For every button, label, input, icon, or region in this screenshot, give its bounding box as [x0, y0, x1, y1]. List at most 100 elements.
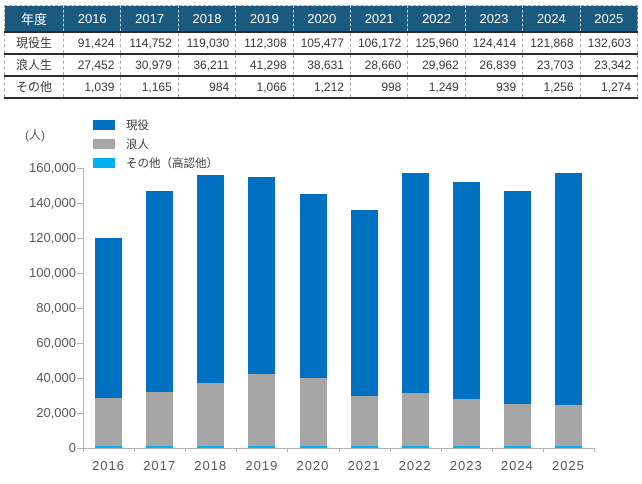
x-axis-tick [389, 448, 391, 452]
table-cell: 1,039 [63, 75, 122, 98]
bar-segment [350, 446, 378, 448]
table-cell: 23,342 [580, 53, 638, 76]
table-row-label: 現役生 [4, 31, 64, 54]
table-cell: 114,752 [120, 31, 179, 54]
table-cell: 124,414 [465, 31, 524, 54]
y-axis-tick [77, 308, 83, 309]
bar-segment [503, 191, 531, 405]
x-axis-label: 2019 [245, 458, 279, 473]
legend-label: 現役 [126, 119, 149, 132]
legend-label: 浪人 [126, 138, 149, 151]
y-axis-tick [77, 273, 83, 274]
bar-segment [299, 193, 327, 379]
x-axis-tick [542, 448, 544, 452]
y-axis-tick [77, 448, 83, 449]
table-cell: 984 [178, 75, 237, 98]
x-axis-label: 2016 [92, 458, 125, 473]
bar-segment [197, 174, 225, 383]
y-axis-label: 100,000 [29, 265, 76, 280]
bar-segment [555, 172, 582, 405]
bar-segment [95, 398, 122, 447]
x-axis-label: 2023 [449, 458, 483, 473]
x-axis-tick [185, 448, 187, 452]
table-cell: 30,979 [120, 53, 179, 76]
y-axis-label: 160,000 [29, 160, 76, 175]
table-cell: 36,211 [178, 53, 237, 76]
bar-segment [197, 446, 225, 448]
table-cell: 998 [350, 75, 409, 98]
table-cell: 1,256 [522, 75, 581, 98]
x-axis-tick [236, 448, 238, 452]
bar-segment [146, 391, 174, 446]
y-axis-tick [77, 203, 83, 204]
y-axis-tick [77, 413, 83, 414]
bar-segment [299, 445, 327, 448]
y-axis-label: 0 [68, 440, 76, 455]
bar-segment [452, 181, 480, 400]
bar-segment [248, 177, 276, 374]
bar-segment [248, 373, 276, 447]
table-cell: 26,839 [465, 53, 524, 76]
table-cell: 29,962 [407, 53, 466, 76]
bar-segment [555, 404, 582, 446]
y-axis-tick [77, 343, 83, 344]
bar-segment [401, 445, 429, 448]
x-axis-label: 2020 [296, 458, 330, 473]
table-header-cell: 2025 [580, 5, 638, 32]
legend-item: 現役 [93, 118, 218, 132]
x-axis-tick [440, 448, 442, 452]
bar-segment [503, 445, 531, 448]
table-header-cell: 2024 [522, 5, 581, 32]
legend-swatch [93, 157, 115, 168]
table-row: 現役生 91,424 114,752 119,030 112,308 105,477 106… [4, 31, 638, 54]
table-header-cell: 2017 [120, 5, 179, 32]
y-axis-label: 60,000 [36, 335, 76, 350]
table-cell: 125,960 [407, 31, 466, 54]
y-axis-label: 80,000 [36, 300, 76, 315]
bar-segment [248, 446, 276, 448]
x-axis-tick [287, 448, 289, 452]
legend-swatch [93, 138, 115, 149]
x-axis-label: 2021 [347, 458, 381, 473]
bar-segment [401, 172, 429, 394]
table-cell: 1,212 [293, 75, 351, 98]
table-cell: 119,030 [178, 31, 237, 54]
x-axis-label: 2024 [500, 458, 534, 473]
table-cell: 112,308 [235, 31, 294, 54]
table-row: 浪人生 27,452 30,979 36,211 41,298 38,631 28,660 2… [4, 53, 638, 76]
table-header-row: 年度 2016 2017 2018 2019 2020 2021 2022 2023 2024 20… [4, 5, 638, 32]
table-header-cell: 2018 [178, 5, 237, 32]
y-axis-label: 120,000 [29, 230, 76, 245]
x-axis-label: 2017 [143, 458, 177, 473]
table-header-cell: 2021 [350, 5, 409, 32]
table-header-cell: 2023 [465, 5, 524, 32]
legend-swatch [93, 119, 115, 130]
table-row-label: 浪人生 [4, 53, 64, 76]
table-cell: 106,172 [350, 31, 409, 54]
table-cell: 121,868 [522, 31, 581, 54]
y-axis-label: 40,000 [36, 370, 76, 385]
table-header-cell: 2022 [407, 5, 466, 32]
table-header-cell: 2019 [235, 5, 294, 32]
x-axis-tick [83, 448, 84, 452]
y-axis-label: 140,000 [29, 195, 76, 210]
bar-segment [350, 210, 378, 397]
y-axis-tick [77, 238, 83, 239]
table-cell: 27,452 [63, 53, 122, 76]
bar-segment [452, 399, 480, 447]
bar-segment [146, 190, 174, 392]
legend-item: 浪人 [93, 137, 218, 151]
table-cell: 939 [465, 75, 524, 98]
x-axis-label: 2018 [194, 458, 228, 473]
x-axis-tick [491, 448, 493, 452]
y-axis-unit-label: (人) [25, 128, 45, 142]
legend-label: その他（高認他） [126, 157, 218, 170]
x-axis-tick [338, 448, 340, 452]
table-cell: 1,249 [407, 75, 466, 98]
table-row: その他 1,039 1,165 984 1,066 1,212 998 1,249 939 1,2… [4, 75, 638, 98]
x-axis-tick [594, 448, 595, 452]
table-cell: 132,603 [580, 31, 638, 54]
